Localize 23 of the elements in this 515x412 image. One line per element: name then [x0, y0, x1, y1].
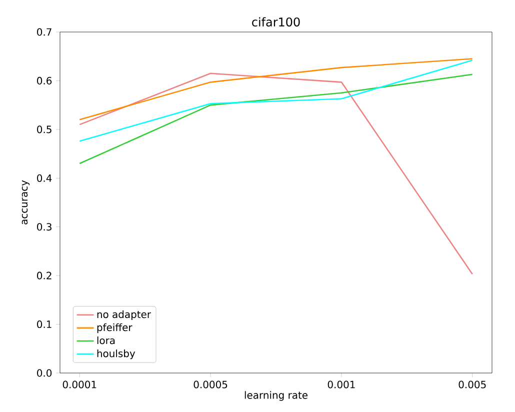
x-tick-label: 0.001: [328, 380, 355, 388]
line-series: [78, 72, 474, 275]
legend-label: lora: [97, 336, 115, 344]
x-tick-label: 0.0001: [62, 380, 96, 388]
line-series: [78, 60, 474, 142]
y-axis-title: accuracy: [22, 180, 30, 224]
y-tick-label: 0.1: [37, 320, 52, 328]
chart-title: cifar100: [252, 17, 300, 26]
legend-label: pfeiffer: [97, 323, 132, 334]
y-tick-label: 0.7: [37, 28, 52, 36]
line-series: [78, 58, 474, 120]
y-tick-label: 0.0: [37, 369, 52, 377]
legend-label: houlsby: [97, 350, 136, 360]
y-tick-label: 0.4: [37, 174, 52, 182]
y-tick-label: 0.3: [37, 223, 52, 231]
line-series: [78, 74, 474, 164]
x-tick-label: 0.005: [458, 380, 486, 388]
y-tick-label: 0.5: [37, 126, 52, 134]
y-tick-label: 0.2: [37, 272, 52, 280]
x-axis-title: learning rate: [244, 391, 308, 401]
x-tick-label: 0.0005: [194, 380, 228, 388]
y-tick-label: 0.6: [37, 76, 52, 84]
legend-label: no adapter: [97, 310, 152, 320]
